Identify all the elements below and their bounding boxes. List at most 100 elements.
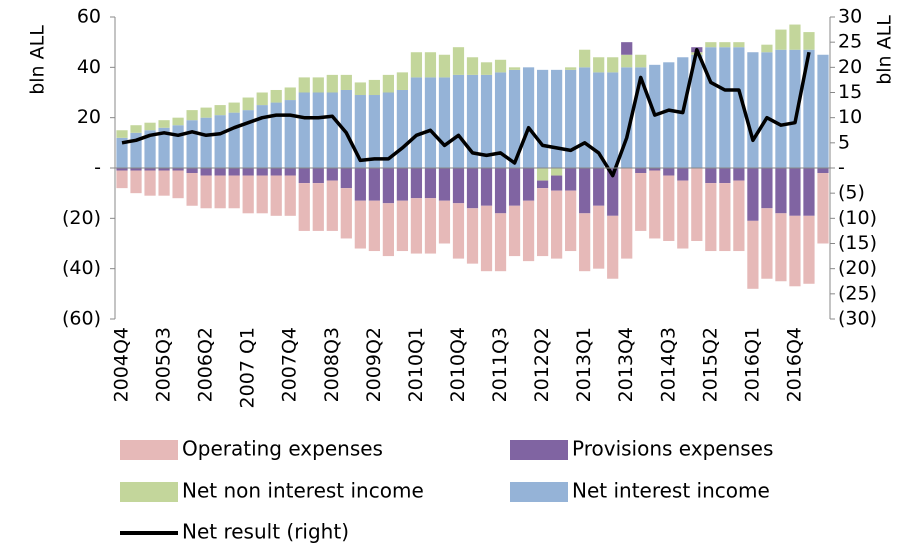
bar: [326, 180, 338, 231]
bar: [593, 72, 605, 168]
bar: [565, 168, 577, 191]
bar: [410, 77, 423, 168]
bar: [354, 82, 366, 96]
bar: [607, 72, 619, 168]
bar: [817, 54, 829, 168]
bar: [466, 168, 479, 209]
bar: [438, 77, 451, 168]
bar: [228, 102, 240, 113]
bar: [565, 190, 577, 252]
legend-swatch: [510, 482, 568, 502]
bar: [719, 42, 731, 48]
bar: [607, 57, 619, 73]
bar: [256, 105, 268, 168]
bar: [705, 42, 717, 48]
bar: [340, 89, 352, 168]
bar: [635, 67, 647, 168]
bar: [340, 188, 352, 239]
bar: [551, 69, 563, 168]
legend-label: Net result (right): [182, 520, 349, 544]
x-tick-label: 2007Q4: [279, 327, 301, 402]
x-tick-label: 2014Q3: [657, 327, 679, 402]
y-tick-label: -: [94, 157, 101, 179]
bar: [298, 183, 310, 231]
bar: [368, 168, 380, 201]
bar: [677, 180, 689, 249]
bar: [228, 112, 240, 168]
x-tick-label: 2007 Q1: [237, 327, 259, 408]
bar: [789, 24, 801, 50]
bar: [186, 168, 198, 174]
bar: [761, 52, 773, 168]
x-tick-label: 2016Q4: [783, 327, 805, 402]
x-tick-label: 2009Q2: [363, 327, 385, 402]
y-tick-label: (60): [62, 308, 101, 330]
bar: [719, 168, 731, 184]
x-tick-label: 2005Q3: [153, 327, 175, 402]
bar: [466, 208, 479, 264]
bar: [663, 62, 675, 168]
bar: [775, 168, 787, 214]
bar: [761, 44, 773, 53]
bar: [691, 54, 703, 168]
bar: [635, 173, 647, 231]
bar: [298, 77, 310, 93]
y-tick-label: 40: [77, 56, 101, 78]
x-tick-label: 2013Q1: [573, 327, 595, 402]
bar: [242, 175, 254, 214]
bar: [424, 198, 437, 254]
bar: [593, 205, 605, 269]
bar: [382, 203, 394, 257]
bar: [186, 173, 198, 206]
bar: [410, 198, 423, 254]
bar: [368, 200, 380, 252]
line: [121, 47, 811, 178]
bar: [522, 200, 535, 262]
bar: [733, 47, 745, 169]
bar: [312, 183, 324, 231]
bar: [705, 183, 717, 252]
bar: [522, 168, 535, 201]
bar: [480, 205, 493, 272]
bar: [677, 168, 689, 181]
bar: [691, 168, 703, 241]
bar: [522, 67, 535, 168]
legend-label: Operating expenses: [182, 437, 383, 461]
y-tick-label: (40): [62, 257, 101, 279]
bar: [116, 168, 128, 171]
bar: [172, 125, 184, 168]
bar: [270, 168, 282, 176]
bar: [747, 52, 759, 168]
bar: [214, 168, 226, 176]
bar: [452, 168, 465, 204]
bar: [775, 29, 787, 50]
bar: [635, 168, 647, 174]
bar: [719, 47, 731, 169]
bar: [649, 170, 661, 239]
bar: [270, 89, 282, 103]
bar: [480, 74, 493, 168]
bar: [270, 102, 282, 168]
bar: [803, 215, 815, 284]
bar: [410, 52, 423, 78]
legend-swatch: [510, 440, 568, 460]
bar: [256, 175, 268, 214]
bar: [158, 127, 170, 168]
bar: [508, 67, 521, 70]
bar: [438, 200, 451, 244]
bar: [284, 168, 296, 176]
bar: [116, 130, 128, 138]
y2-tick-label: 30: [838, 6, 862, 28]
bar: [144, 130, 156, 168]
bar: [789, 215, 801, 287]
y-tick-label: (20): [62, 207, 101, 229]
bar: [494, 213, 507, 272]
bar: [200, 107, 212, 118]
bar: [410, 168, 423, 199]
y-tick-label: 20: [77, 106, 101, 128]
bar: [775, 49, 787, 168]
bar: [480, 168, 493, 206]
bar: [396, 168, 409, 201]
bar: [368, 95, 380, 168]
bar: [256, 168, 268, 176]
